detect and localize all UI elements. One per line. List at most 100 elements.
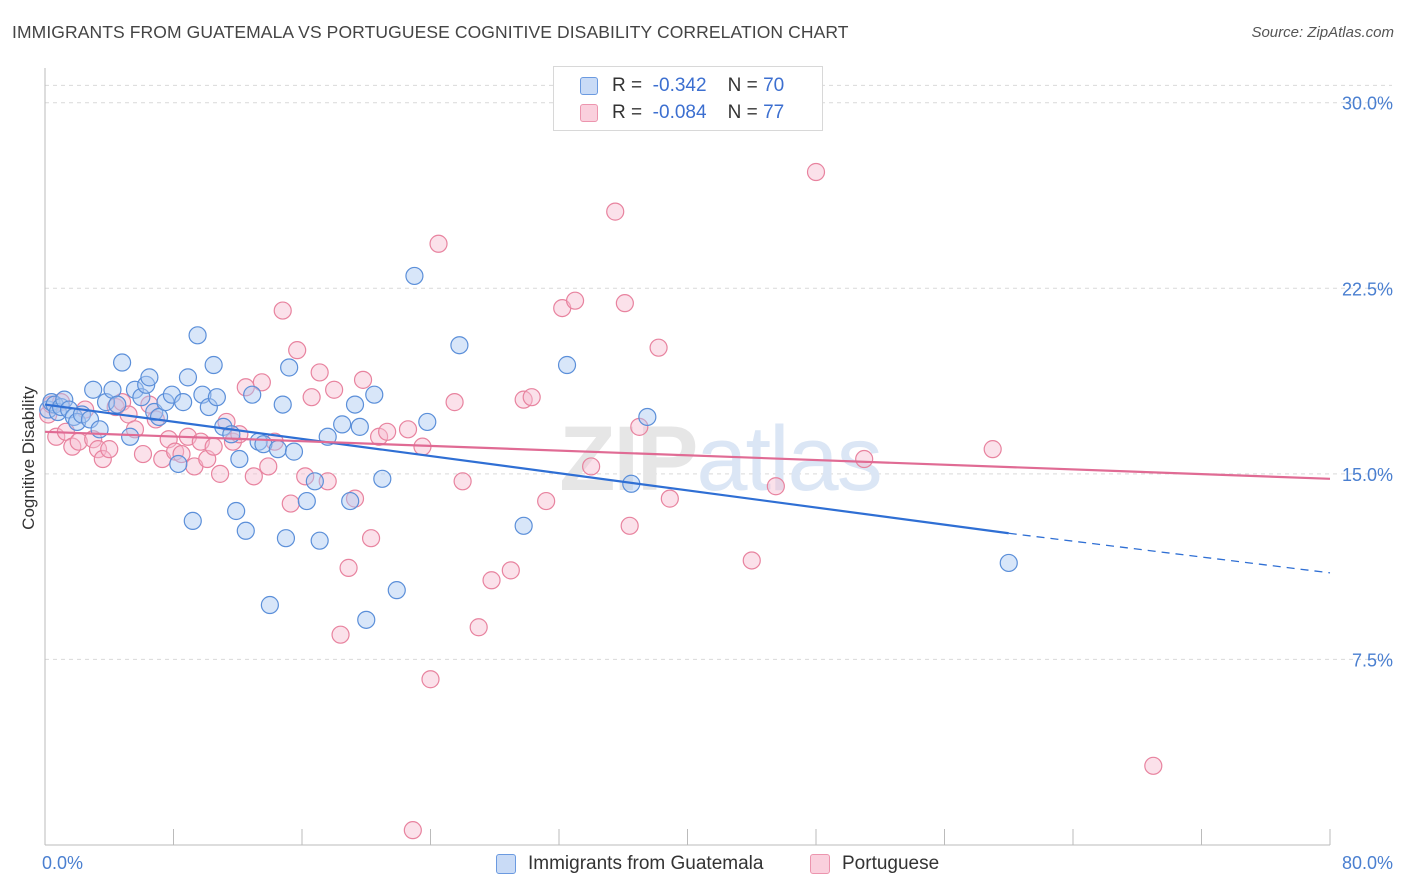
legend-n-label: N = <box>727 75 758 96</box>
legend-row-guatemala: R = -0.342 N = 70 <box>580 74 784 98</box>
data-point-portuguese <box>331 625 350 644</box>
data-point-portuguese <box>252 373 271 392</box>
data-point-guatemala <box>345 395 365 414</box>
data-point-guatemala <box>514 516 533 535</box>
data-point-portuguese <box>244 467 263 486</box>
data-point-portuguese <box>469 618 488 637</box>
axes <box>44 68 1331 846</box>
data-point-portuguese <box>453 472 472 491</box>
legend-r-label: R = <box>612 102 643 123</box>
data-point-portuguese <box>281 494 300 513</box>
data-point-guatemala <box>450 336 469 355</box>
data-point-guatemala <box>108 395 127 414</box>
bottom-legend-guatemala: Immigrants from Guatemala <box>496 851 763 877</box>
data-point-portuguese <box>172 444 191 464</box>
legend-n-value: 77 <box>763 102 785 123</box>
data-point-portuguese <box>310 363 329 382</box>
source-label: Source: ZipAtlas.com <box>1251 24 1394 41</box>
data-point-guatemala <box>365 385 384 404</box>
data-point-guatemala <box>140 368 159 387</box>
legend-r-label: R = <box>612 75 643 96</box>
x-tick-label-min: 0.0% <box>42 853 83 873</box>
data-point-guatemala <box>169 454 188 474</box>
data-point-guatemala <box>156 393 175 412</box>
data-point-guatemala <box>405 266 424 286</box>
data-point-guatemala <box>236 521 255 540</box>
correlation-legend: R = -0.342 N = 70 R = -0.084 N = 77 <box>553 66 823 131</box>
data-point-portuguese <box>537 491 556 511</box>
trend-line-guatemala <box>44 403 1009 535</box>
data-point-guatemala <box>174 393 193 412</box>
data-point-portuguese <box>482 571 501 590</box>
data-point-portuguese <box>983 440 1002 459</box>
grid-lines <box>45 84 1392 660</box>
data-point-guatemala <box>273 395 292 414</box>
legend-n-label: N = <box>727 102 758 123</box>
data-point-portuguese <box>445 393 464 412</box>
trend-lines <box>44 403 1331 574</box>
y-tick-label: 7.5% <box>1352 650 1393 670</box>
data-point-guatemala <box>125 380 145 399</box>
data-point-portuguese <box>501 561 520 580</box>
data-point-guatemala <box>268 440 288 459</box>
data-point-guatemala <box>207 388 226 407</box>
data-point-portuguese <box>582 457 601 476</box>
y-tick-label: 22.5% <box>1342 279 1393 299</box>
data-point-portuguese <box>100 440 119 459</box>
bottom-legend-portuguese: Portuguese <box>810 851 939 877</box>
data-point-portuguese <box>302 388 321 407</box>
data-point-guatemala <box>284 442 304 461</box>
data-point-guatemala <box>310 531 329 550</box>
legend-r-value: -0.342 <box>652 75 707 96</box>
data-point-portuguese <box>766 477 785 496</box>
data-point-portuguese <box>259 457 278 476</box>
chart-title: IMMIGRANTS FROM GUATEMALA VS PORTUGUESE … <box>12 22 849 42</box>
data-point-guatemala <box>297 491 316 511</box>
data-point-portuguese <box>210 464 230 483</box>
data-point-portuguese <box>1144 756 1163 775</box>
x-tick-label-max: 80.0% <box>1342 853 1393 873</box>
data-point-portuguese <box>93 449 112 469</box>
y-axis-title: Cognitive Disability <box>19 386 38 530</box>
data-point-guatemala <box>112 353 132 372</box>
data-point-guatemala <box>84 380 103 399</box>
data-point-guatemala <box>638 407 657 427</box>
y-tick-label: 30.0% <box>1342 94 1393 114</box>
data-point-portuguese <box>318 472 337 491</box>
series-guatemala-points <box>39 266 1018 629</box>
data-point-guatemala <box>90 420 109 439</box>
data-point-guatemala <box>162 385 181 404</box>
data-point-portuguese <box>339 558 358 577</box>
trend-line-guatemala-extension <box>1008 532 1331 574</box>
data-point-portuguese <box>84 430 103 449</box>
watermark-zip: ZIP <box>559 408 696 510</box>
data-point-portuguese <box>806 162 826 182</box>
data-point-portuguese <box>353 370 373 389</box>
data-point-guatemala <box>305 472 324 491</box>
data-point-guatemala <box>418 412 437 432</box>
data-point-portuguese <box>855 449 874 469</box>
tick-labels: 7.5% 15.0% 22.5% 30.0% 0.0% 80.0% <box>42 94 1393 873</box>
data-point-guatemala <box>121 427 140 446</box>
data-point-portuguese <box>742 551 761 570</box>
legend-row-portuguese: R = -0.084 N = 77 <box>580 101 784 125</box>
legend-n-value: 70 <box>763 75 785 96</box>
data-point-guatemala <box>178 368 198 387</box>
data-point-portuguese <box>361 529 381 548</box>
data-point-guatemala <box>276 529 296 548</box>
data-point-portuguese <box>429 234 448 253</box>
data-point-portuguese <box>565 291 585 310</box>
data-point-portuguese <box>620 516 639 535</box>
data-point-guatemala <box>341 491 360 511</box>
trend-line-portuguese <box>44 430 1331 480</box>
data-point-portuguese <box>403 821 422 840</box>
data-point-portuguese <box>296 467 315 486</box>
data-point-guatemala <box>227 501 246 521</box>
data-point-portuguese <box>133 444 153 464</box>
data-point-guatemala <box>387 581 406 600</box>
data-point-guatemala <box>280 358 299 377</box>
data-point-portuguese <box>649 338 668 357</box>
data-point-portuguese <box>204 437 223 456</box>
data-point-portuguese <box>288 341 307 360</box>
